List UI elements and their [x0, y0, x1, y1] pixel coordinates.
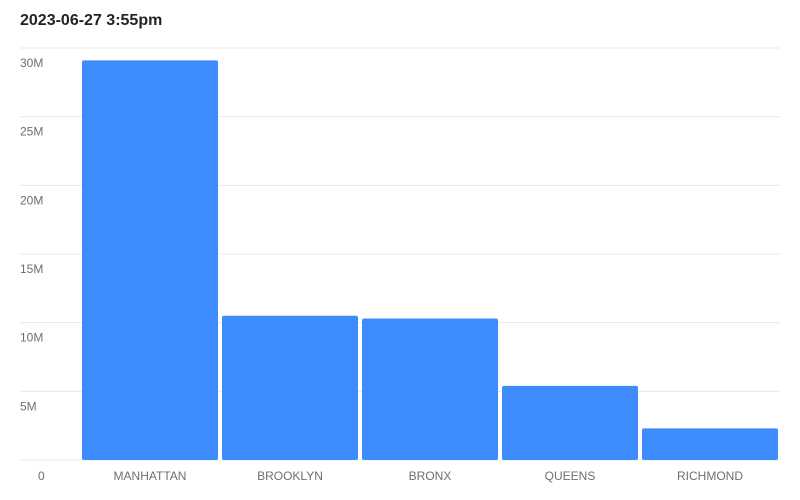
- bar-richmond[interactable]: [642, 428, 778, 460]
- bar-queens[interactable]: [502, 385, 638, 460]
- y-tick-label: 5M: [20, 399, 37, 413]
- y-tick-label: 20M: [20, 193, 43, 207]
- bar-bronx[interactable]: [362, 318, 498, 460]
- x-tick-label: BRONX: [409, 469, 452, 483]
- chart-title: 2023-06-27 3:55pm: [20, 12, 163, 29]
- y-tick-label: 10M: [20, 331, 43, 345]
- y-tick-label: 15M: [20, 262, 43, 276]
- x-tick-label: BROOKLYN: [257, 469, 323, 483]
- y-tick-label: 30M: [20, 56, 43, 70]
- y-tick-label: 25M: [20, 125, 43, 139]
- bar-manhattan[interactable]: [82, 60, 218, 461]
- y-tick-label: 0: [38, 469, 45, 483]
- x-tick-label: QUEENS: [545, 469, 596, 483]
- x-tick-label: MANHATTAN: [114, 469, 187, 483]
- bar-brooklyn[interactable]: [222, 315, 358, 460]
- x-tick-label: RICHMOND: [677, 469, 743, 483]
